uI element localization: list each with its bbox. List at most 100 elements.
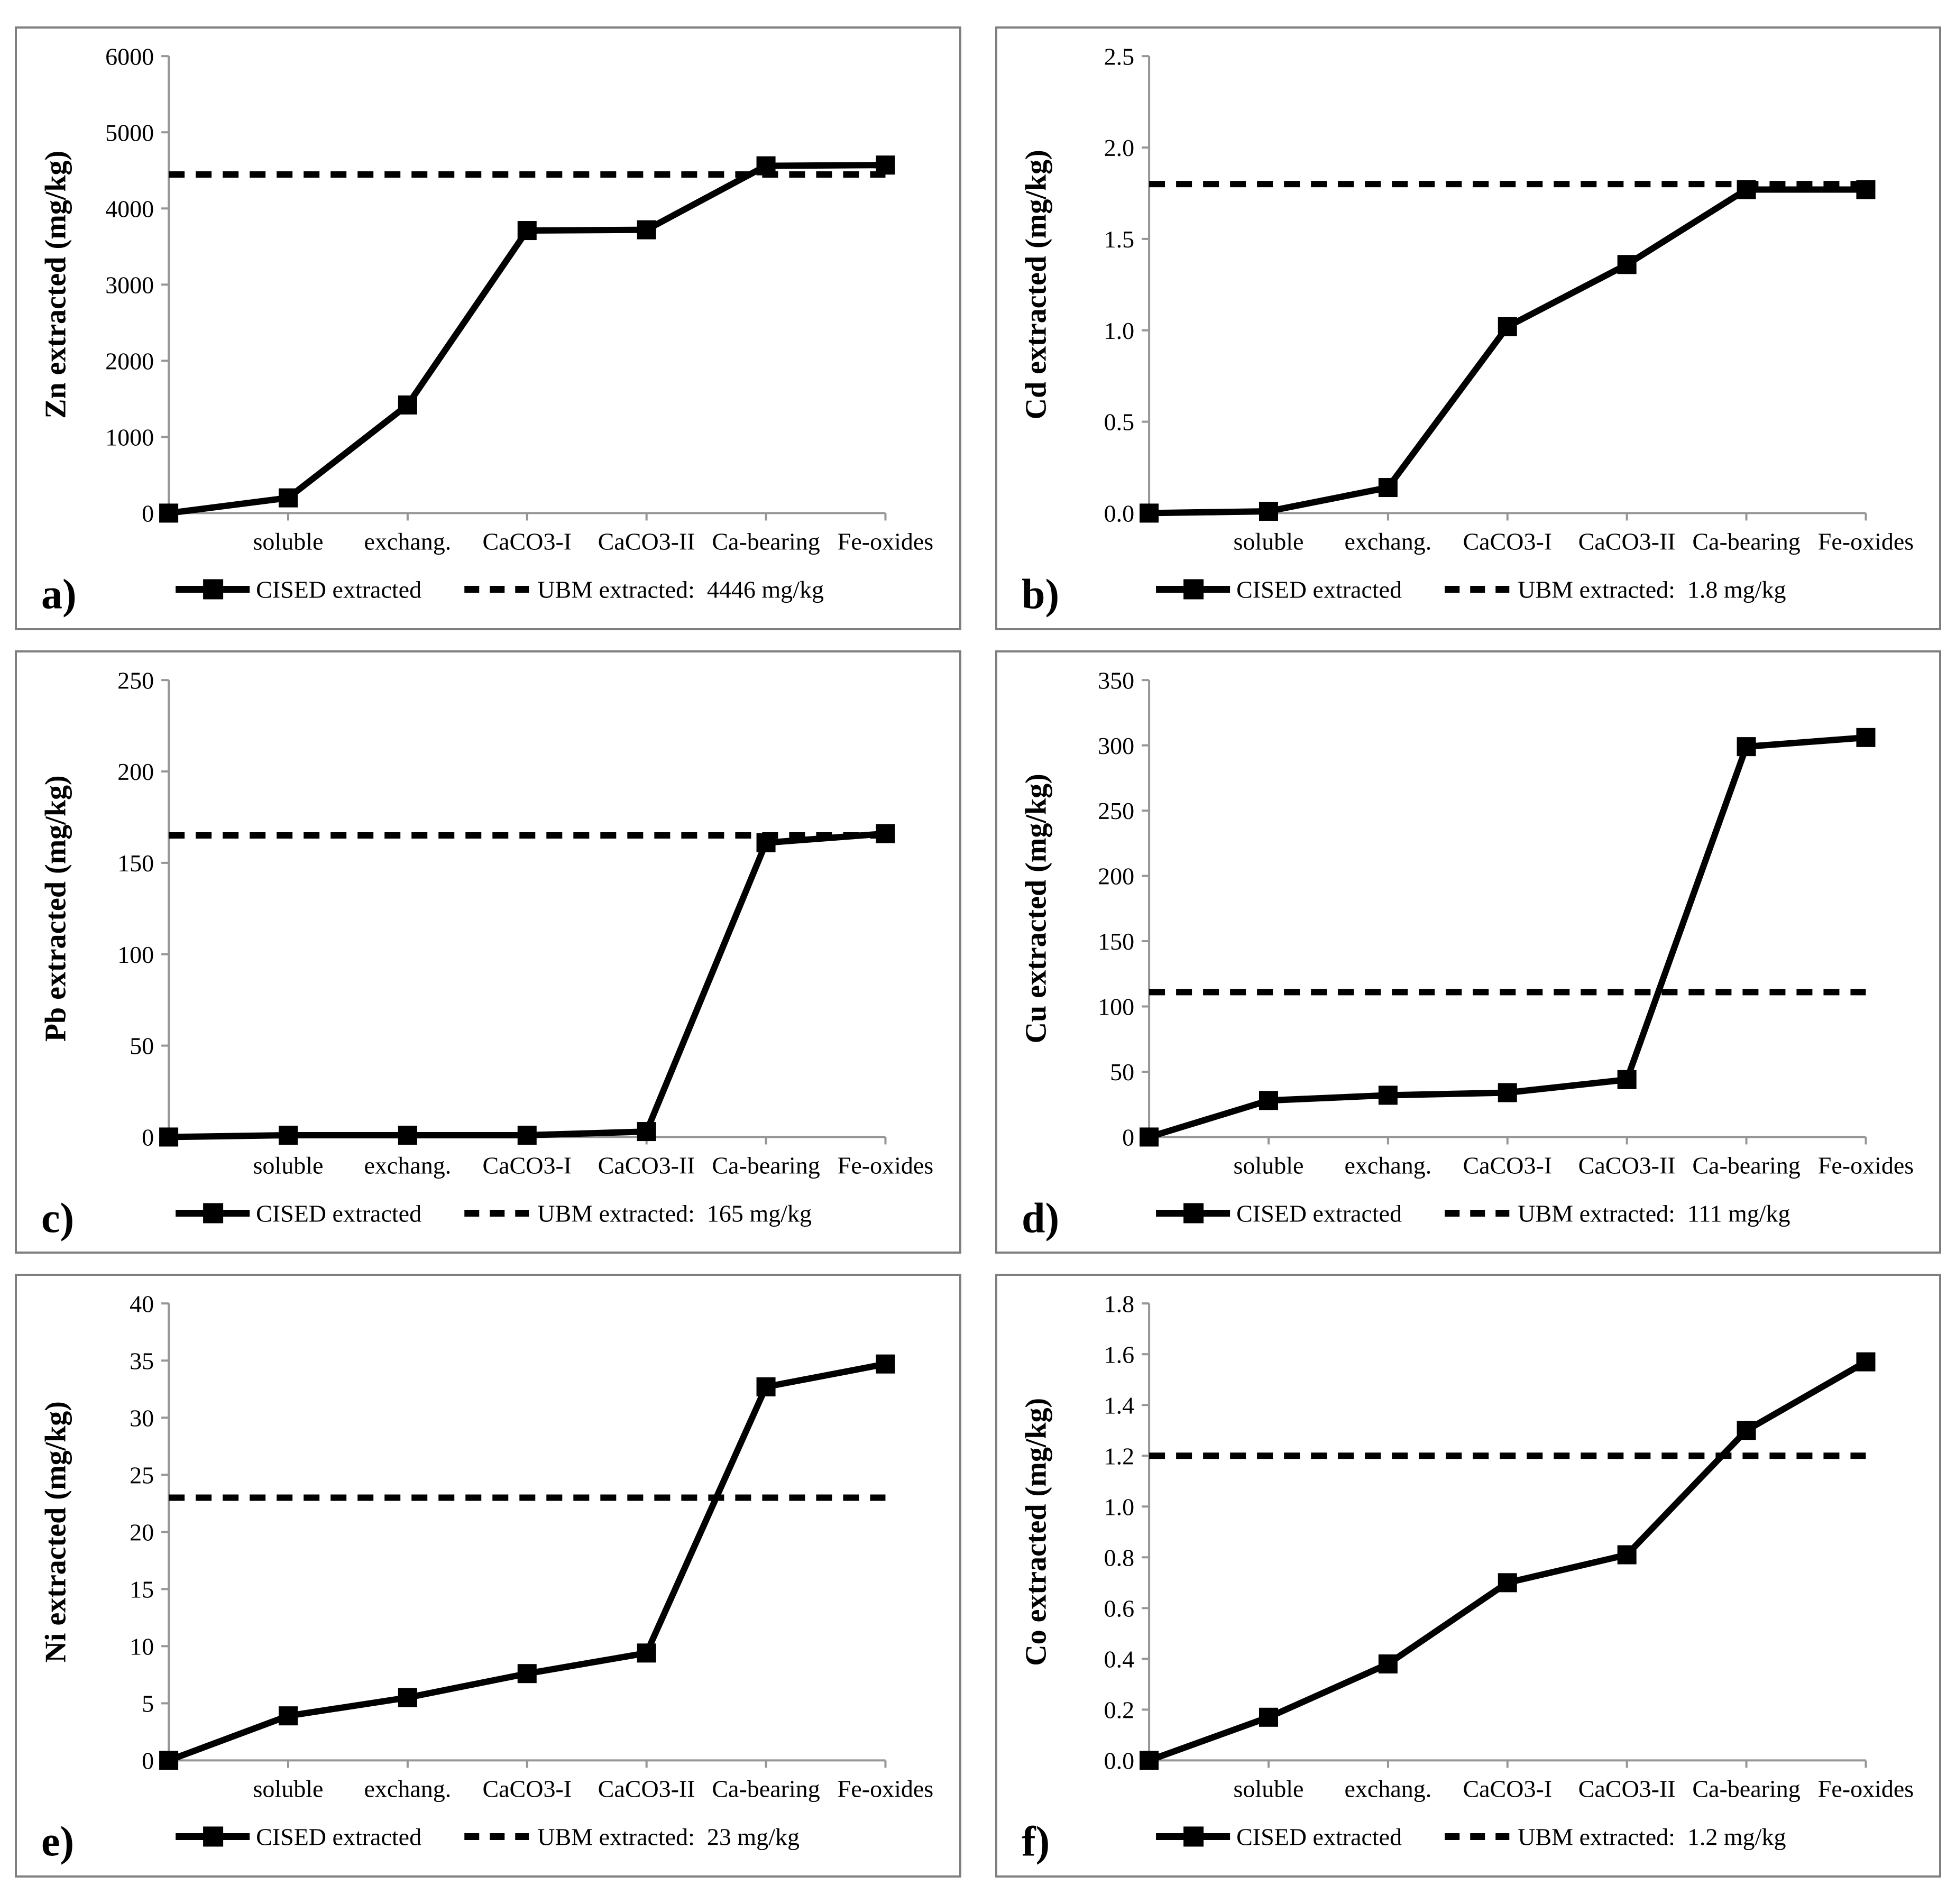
data-point-marker [756,1377,776,1397]
x-category-label: Fe-oxides [838,1776,933,1802]
y-tick-label: 2000 [105,347,154,374]
data-point-marker [1139,503,1159,523]
data-point-marker [1259,501,1278,521]
y-axis-title: Cd extracted (mg/kg) [1020,150,1052,419]
legend-cised-label: CISED extracted [1236,1200,1402,1227]
x-category-label: Ca-bearing [1692,1776,1800,1802]
y-tick-label: 0.0 [1104,1747,1134,1774]
y-axis-title: Pb extracted (mg/kg) [40,775,72,1042]
cised-series-line [1149,186,1866,517]
data-point-marker [278,1706,298,1726]
y-tick-label: 1.8 [1104,1291,1134,1318]
data-point-marker [1378,1654,1398,1674]
y-tick-label: 50 [1110,1059,1134,1086]
x-category-label: Fe-oxides [838,1152,933,1179]
x-category-label: soluble [253,528,324,555]
y-tick-label: 1.6 [1104,1341,1134,1368]
legend-cised-marker [1183,1826,1204,1847]
chart-panel-a: 0 1000 2000 3000 4000 5000 6000 soluble exchang.… [15,26,961,630]
data-point-marker [1617,1070,1637,1089]
data-point-marker [1139,1127,1159,1147]
y-tick-label: 200 [117,758,154,785]
x-category-label: Ca-bearing [1692,1152,1800,1179]
x-category-label: soluble [1233,1776,1303,1802]
y-tick-label: 0.4 [1104,1646,1134,1673]
x-category-label: Fe-oxides [838,528,933,555]
legend-cised-label: CISED extracted [256,576,421,603]
y-tick-label: 100 [117,941,154,968]
y-tick-label: 100 [1098,993,1134,1020]
panel-letter: b) [1022,571,1059,618]
x-category-label: Fe-oxides [1817,528,1913,555]
data-point-marker [1139,1751,1159,1770]
y-tick-label: 25 [130,1462,154,1489]
data-point-marker [278,1125,298,1145]
y-tick-label: 0 [142,1747,154,1774]
chart-panel-d: 0 50 100 150 200 250 300 350 soluble exchang. CaCO… [995,650,1941,1254]
x-category-label: exchang. [364,528,451,555]
chart-svg-f: 0.0 0.2 0.4 0.6 0.8 1.0 1.2 1.4 1.6 1.8 soluble exc… [1020,1291,1914,1865]
y-tick-label: 15 [130,1576,154,1603]
y-tick-label: 1.0 [1104,317,1134,344]
data-point-marker [159,1127,179,1147]
data-point-marker [1378,478,1398,498]
y-axis-title: Co extracted (mg/kg) [1020,1398,1052,1666]
y-tick-label: 4000 [105,195,154,222]
x-category-label: CaCO3-I [1463,1152,1552,1179]
data-point-marker [398,395,417,415]
x-category-label: CaCO3-II [598,528,695,555]
data-point-marker [278,488,298,508]
legend-cised-marker [203,1826,224,1847]
data-point-marker [1737,737,1756,756]
data-point-marker [1856,180,1875,199]
x-category-label: CaCO3-I [1463,1776,1552,1802]
y-tick-label: 50 [130,1032,154,1059]
data-point-marker [398,1125,417,1145]
y-tick-label: 250 [1098,797,1134,824]
y-tick-label: 0 [142,500,154,527]
y-tick-label: 0.6 [1104,1595,1134,1622]
legend-ubm-label: UBM extracted: 23 mg/kg [537,1824,800,1851]
x-category-label: CaCO3-II [598,1152,695,1179]
data-point-marker [159,503,179,523]
data-point-marker [1737,1421,1756,1440]
x-category-label: exchang. [1344,528,1431,555]
data-point-marker [517,221,537,241]
legend-cised-label: CISED extracted [256,1824,421,1851]
y-tick-label: 1.0 [1104,1494,1134,1521]
y-tick-label: 20 [130,1519,154,1546]
y-tick-label: 5000 [105,119,154,146]
data-point-marker [637,1643,656,1663]
data-point-marker [1737,180,1756,199]
x-category-label: soluble [253,1776,324,1802]
y-tick-label: 10 [130,1633,154,1660]
data-point-marker [876,824,895,843]
chart-svg-d: 0 50 100 150 200 250 300 350 soluble exchang. CaCO… [1020,667,1914,1241]
legend-ubm-label: UBM extracted: 111 mg/kg [1518,1200,1790,1227]
y-tick-label: 350 [1098,667,1134,694]
y-axis-title: Cu extracted (mg/kg) [1020,774,1052,1043]
x-category-label: soluble [1233,528,1303,555]
data-point-marker [1617,255,1637,274]
y-tick-label: 0 [1122,1124,1134,1151]
y-tick-label: 250 [117,667,154,694]
chart-svg-b: 0.0 0.5 1.0 1.5 2.0 2.5 soluble exchang. CaCO3-I… [1020,43,1914,618]
legend-cised-marker [1183,1203,1204,1224]
x-category-label: Ca-bearing [1692,528,1800,555]
y-tick-label: 1000 [105,424,154,450]
x-category-label: CaCO3-I [1463,528,1552,555]
data-point-marker [637,1121,656,1141]
chart-panel-c: 0 50 100 150 200 250 soluble exchang. CaCO3-I CaC… [15,650,961,1254]
data-point-marker [1856,728,1875,747]
data-point-marker [1378,1086,1398,1105]
cised-series-line [168,162,886,517]
x-category-label: CaCO3-II [1578,1152,1675,1179]
x-category-label: CaCO3-II [1578,528,1675,555]
data-point-marker [1498,317,1517,336]
y-axis-title: Ni extracted (mg/kg) [40,1401,72,1663]
legend-ubm-label: UBM extracted: 165 mg/kg [537,1200,812,1227]
x-category-label: CaCO3-I [482,1152,572,1179]
data-point-marker [756,833,776,852]
data-point-marker [1498,1573,1517,1593]
y-tick-label: 0.5 [1104,409,1134,436]
